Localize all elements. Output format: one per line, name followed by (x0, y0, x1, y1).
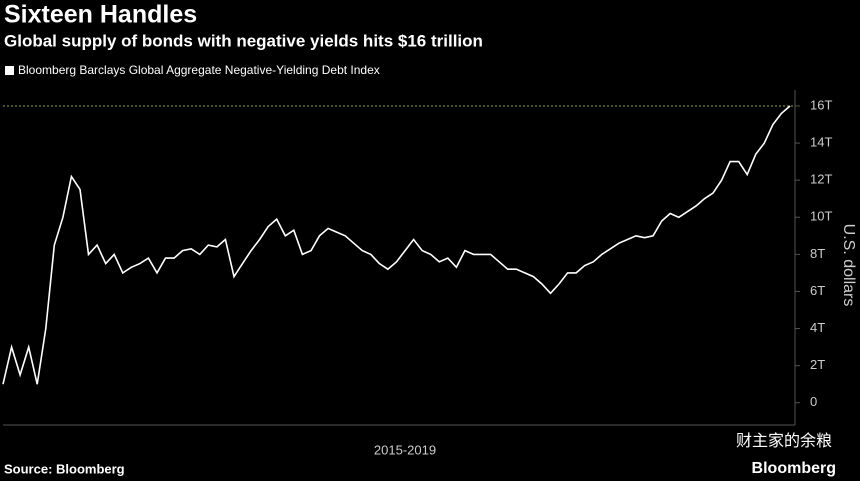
legend-label: Bloomberg Barclays Global Aggregate Nega… (18, 63, 380, 77)
series-line (2, 105, 791, 385)
brand: Bloomberg (752, 460, 836, 477)
source: Source: Bloomberg (4, 461, 125, 476)
y-tick-label: 2T (810, 357, 825, 372)
legend-swatch (5, 66, 14, 75)
y-tick-label: 12T (810, 172, 832, 187)
chart-title: Sixteen Handles (4, 1, 197, 29)
x-axis-label: 2015-2019 (374, 442, 436, 457)
y-tick-label: 6T (810, 283, 825, 298)
y-tick-label: 0 (810, 394, 817, 409)
y-tick-label: 16T (810, 97, 832, 112)
y-axis-label: U.S. dollars (840, 224, 857, 307)
y-tick-label: 8T (810, 246, 825, 261)
y-tick-label: 14T (810, 135, 832, 150)
chart-subtitle: Global supply of bonds with negative yie… (4, 31, 483, 50)
y-tick-label: 4T (810, 320, 825, 335)
y-tick-label: 10T (810, 209, 832, 224)
watermark: 财主家的余粮 (736, 431, 832, 450)
